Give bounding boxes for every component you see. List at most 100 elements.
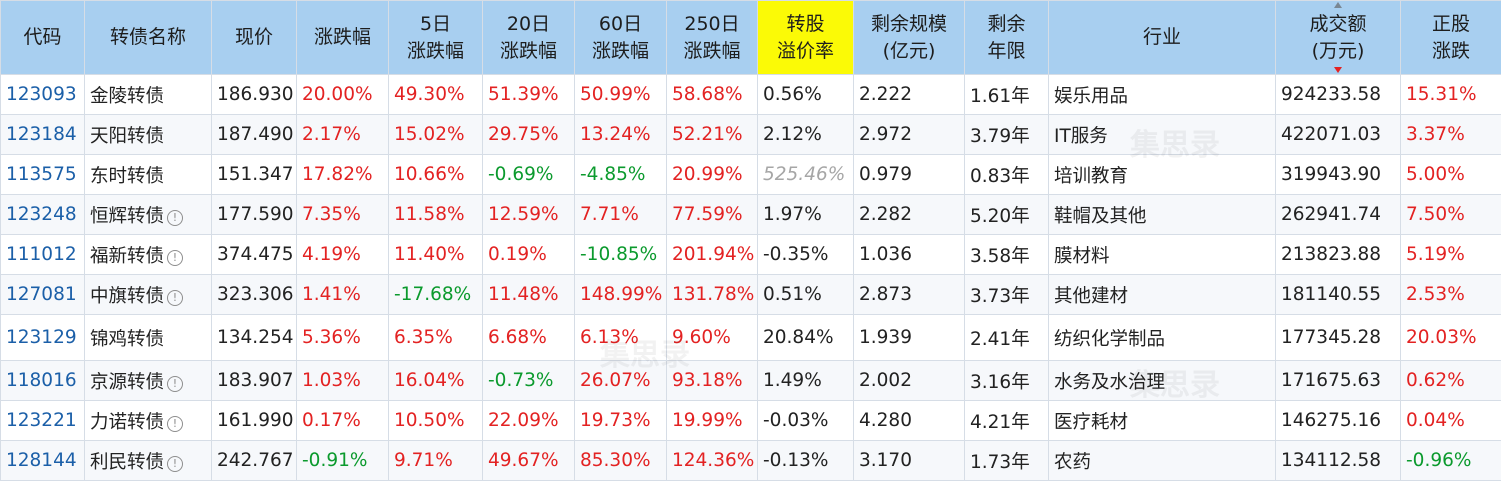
code-value[interactable]: 123248 — [6, 204, 77, 225]
cell-code[interactable]: 123093 — [0, 74, 85, 115]
cell-name[interactable]: 金陵转债 — [84, 74, 212, 115]
column-header-price[interactable]: 现价 — [211, 0, 297, 75]
cell-stock_chg: 0.04% — [1400, 400, 1501, 441]
cell-name[interactable]: 中旗转债! — [84, 274, 212, 315]
code-value[interactable]: 123093 — [6, 84, 77, 105]
column-header-label: 行业 — [1142, 26, 1181, 48]
chg-value: 7.35% — [302, 204, 361, 225]
name-value[interactable]: 恒辉转债 — [90, 205, 165, 227]
cell-name[interactable]: 天阳转债 — [84, 114, 212, 155]
code-value[interactable]: 123184 — [6, 124, 77, 145]
cell-code[interactable]: 128144 — [0, 440, 85, 481]
cell-name[interactable]: 利民转债! — [84, 440, 212, 481]
cell-turnover: 262941.74 — [1275, 194, 1401, 235]
cell-code[interactable]: 123129 — [0, 314, 85, 361]
column-header-chg60[interactable]: 60日 涨跌幅 — [574, 0, 667, 75]
cell-scale: 2.873 — [853, 274, 965, 315]
premium-value: -0.13% — [763, 450, 829, 471]
cell-code[interactable]: 123184 — [0, 114, 85, 155]
code-value[interactable]: 128144 — [6, 450, 77, 471]
table-row[interactable]: 123184 天阳转债 187.490 2.17% 15.02% 29.75% 13.24%… — [0, 114, 1501, 155]
cell-name[interactable]: 锦鸡转债 — [84, 314, 212, 361]
code-value[interactable]: 111012 — [6, 244, 77, 265]
table-row[interactable]: 123093 金陵转债 186.930 20.00% 49.30% 51.39% 50.99… — [0, 74, 1501, 115]
name-value[interactable]: 东时转债 — [90, 165, 165, 187]
cell-premium: 525.46% — [757, 154, 854, 195]
cell-code[interactable]: 123221 — [0, 400, 85, 441]
name-value[interactable]: 力诺转债 — [90, 411, 165, 433]
column-header-label: 涨跌幅 — [683, 39, 741, 62]
code-value[interactable]: 127081 — [6, 284, 77, 305]
code-value[interactable]: 123221 — [6, 410, 77, 431]
industry-value: 农药 — [1054, 451, 1092, 473]
cell-stock_chg: 7.50% — [1400, 194, 1501, 235]
chg-value: -0.91% — [302, 450, 368, 471]
chg5-value: 10.50% — [394, 410, 465, 431]
info-circle-icon[interactable]: ! — [167, 249, 184, 266]
name-value[interactable]: 京源转债 — [90, 371, 165, 393]
cell-name[interactable]: 恒辉转债! — [84, 194, 212, 235]
column-header-turnover[interactable]: 成交额 (万元) — [1275, 0, 1401, 75]
cell-chg20: 0.19% — [482, 234, 575, 275]
info-circle-icon[interactable]: ! — [167, 209, 184, 226]
name-value[interactable]: 金陵转债 — [90, 85, 165, 107]
cell-chg5: 15.02% — [388, 114, 483, 155]
cell-code[interactable]: 123248 — [0, 194, 85, 235]
cell-name[interactable]: 东时转债 — [84, 154, 212, 195]
table-row[interactable]: 113575 东时转债 151.347 17.82% 10.66% -0.69% -4.85… — [0, 154, 1501, 195]
column-header-code[interactable]: 代码 — [0, 0, 85, 75]
column-header-industry[interactable]: 行业 — [1048, 0, 1276, 75]
cell-name[interactable]: 福新转债! — [84, 234, 212, 275]
column-header-scale[interactable]: 剩余规模 (亿元) — [853, 0, 965, 75]
cell-chg5: 49.30% — [388, 74, 483, 115]
cell-years: 0.83年 — [964, 154, 1049, 195]
table-row[interactable]: 118016 京源转债! 183.907 1.03% 16.04% -0.73% 26.07… — [0, 360, 1501, 401]
column-header-chg[interactable]: 涨跌幅 — [296, 0, 389, 75]
column-header-name[interactable]: 转债名称 — [84, 0, 212, 75]
code-value[interactable]: 113575 — [6, 164, 77, 185]
column-header-premium[interactable]: 转股 溢价率 — [757, 0, 854, 75]
cell-code[interactable]: 113575 — [0, 154, 85, 195]
table-row[interactable]: 123129 锦鸡转债 134.254 5.36% 6.35% 6.68% 6.13% 9.6… — [0, 314, 1501, 361]
table-row[interactable]: 128144 利民转债! 242.767 -0.91% 9.71% 49.67% 85.30… — [0, 440, 1501, 481]
column-header-label: 20日 — [506, 12, 551, 35]
turnover-value: 177345.28 — [1281, 327, 1382, 348]
code-value[interactable]: 118016 — [6, 370, 77, 391]
cell-price: 374.475 — [211, 234, 297, 275]
table-row[interactable]: 127081 中旗转债! 323.306 1.41% -17.68% 11.48% 148.… — [0, 274, 1501, 315]
cell-name[interactable]: 京源转债! — [84, 360, 212, 401]
name-value[interactable]: 福新转债 — [90, 245, 165, 267]
sort-ascending-icon[interactable] — [1334, 2, 1342, 8]
cell-name[interactable]: 力诺转债! — [84, 400, 212, 441]
code-value[interactable]: 123129 — [6, 327, 77, 348]
turnover-value: 171675.63 — [1281, 370, 1382, 391]
column-header-years[interactable]: 剩余 年限 — [964, 0, 1049, 75]
table-row[interactable]: 111012 福新转债! 374.475 4.19% 11.40% 0.19% -10.85… — [0, 234, 1501, 275]
cell-code[interactable]: 118016 — [0, 360, 85, 401]
cell-code[interactable]: 111012 — [0, 234, 85, 275]
column-header-chg5[interactable]: 5日 涨跌幅 — [388, 0, 483, 75]
chg20-value: 29.75% — [488, 124, 559, 145]
info-circle-icon[interactable]: ! — [167, 455, 184, 472]
column-header-label: 5日 — [419, 12, 452, 35]
sort-descending-icon[interactable] — [1334, 67, 1342, 73]
table-row[interactable]: 123221 力诺转债! 161.990 0.17% 10.50% 22.09% 19.73… — [0, 400, 1501, 441]
name-value[interactable]: 锦鸡转债 — [90, 328, 165, 350]
column-header-label: 剩余规模 — [870, 12, 947, 35]
name-value[interactable]: 中旗转债 — [90, 285, 165, 307]
premium-value: 20.84% — [763, 327, 834, 348]
table-row[interactable]: 123248 恒辉转债! 177.590 7.35% 11.58% 12.59% 7.71%… — [0, 194, 1501, 235]
info-circle-icon[interactable]: ! — [167, 375, 184, 392]
column-header-stock_chg[interactable]: 正股 涨跌 — [1400, 0, 1501, 75]
column-header-chg20[interactable]: 20日 涨跌幅 — [482, 0, 575, 75]
price-value: 151.347 — [217, 164, 294, 185]
chg20-value: 12.59% — [488, 204, 559, 225]
cell-code[interactable]: 127081 — [0, 274, 85, 315]
cell-chg5: -17.68% — [388, 274, 483, 315]
name-value[interactable]: 利民转债 — [90, 451, 165, 473]
column-header-chg250[interactable]: 250日 涨跌幅 — [666, 0, 758, 75]
stock_chg-value: 0.04% — [1406, 410, 1465, 431]
name-value[interactable]: 天阳转债 — [90, 125, 165, 147]
info-circle-icon[interactable]: ! — [167, 289, 184, 306]
info-circle-icon[interactable]: ! — [167, 415, 184, 432]
